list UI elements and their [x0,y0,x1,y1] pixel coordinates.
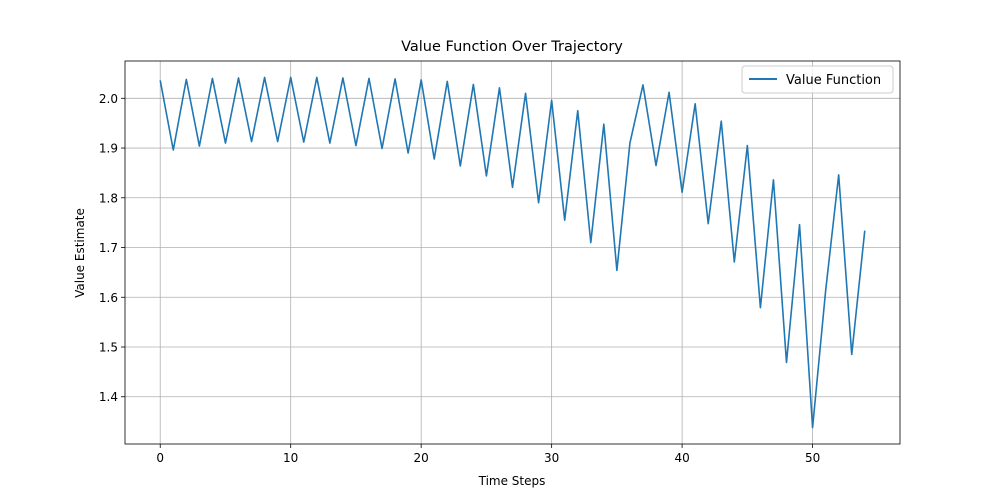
y-tick-label: 2.0 [99,92,118,106]
legend: Value Function [741,65,894,94]
y-tick-label: 1.8 [99,191,118,205]
x-tick-label: 20 [414,451,429,465]
x-tick-label: 40 [674,451,689,465]
y-tick-label: 1.7 [99,241,118,255]
y-axis-label: Value Estimate [73,208,87,298]
series-layer [159,76,866,429]
chart-title: Value Function Over Trajectory [401,39,623,55]
series-line-value-function [159,76,866,429]
y-axis: 1.4 1.5 1.6 1.7 1.8 1.9 2.0 [99,92,125,404]
x-axis-label: Time Steps [478,474,546,488]
x-tick-label: 10 [283,451,298,465]
x-axis: 0 10 20 30 40 50 [156,444,820,465]
legend-label-value-function: Value Function [786,73,881,88]
y-tick-label: 1.4 [99,390,118,404]
plot-frame [124,60,901,445]
x-tick-label: 30 [544,451,559,465]
x-tick-label: 50 [805,451,820,465]
y-tick-label: 1.9 [99,142,118,156]
y-tick-label: 1.6 [99,291,118,305]
y-tick-label: 1.5 [99,341,118,355]
x-tick-label: 0 [156,451,164,465]
legend-box [741,65,894,94]
